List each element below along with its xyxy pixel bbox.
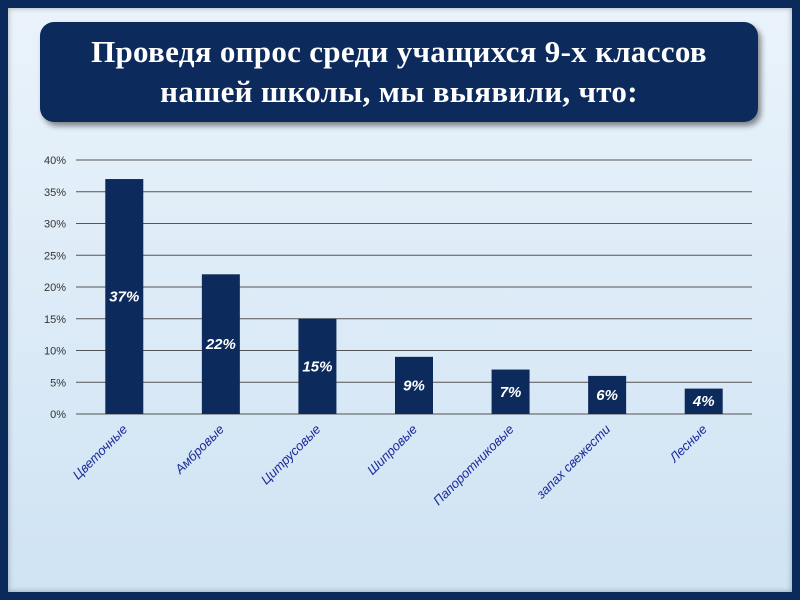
- slide-title: Проведя опрос среди учащихся 9-х классов…: [91, 34, 707, 109]
- x-axis: Цветочные Амбровые Цитрусовые Шипровые Папор…: [70, 422, 710, 509]
- y-tick-label: 15%: [44, 314, 66, 326]
- bar: [395, 356, 433, 414]
- bar: [684, 388, 723, 414]
- data-label: 4%: [692, 393, 715, 410]
- data-label: 22%: [205, 336, 236, 353]
- y-axis: 0% 5% 10% 15% 20% 25% 30% 35% 40%: [44, 155, 66, 421]
- bars: [105, 179, 723, 414]
- y-tick-label: 20%: [44, 282, 66, 294]
- x-category-label: Шипровые: [364, 422, 420, 478]
- x-category-label: запах свежести: [533, 422, 614, 503]
- bar: [105, 179, 144, 414]
- x-category-label: Папоротниковые: [430, 422, 517, 509]
- y-tick-label: 25%: [44, 250, 66, 262]
- y-tick-label: 10%: [44, 346, 66, 358]
- y-tick-label: 5%: [50, 377, 66, 389]
- data-label: 6%: [596, 387, 618, 404]
- data-label: 7%: [500, 384, 522, 401]
- y-tick-label: 0%: [50, 409, 66, 421]
- x-category-label: Амбровые: [171, 422, 227, 478]
- x-category-label: Цветочные: [70, 422, 131, 483]
- data-labels: 37% 22% 15% 9% 7% 6% 4%: [109, 289, 714, 410]
- x-category-label: Лесные: [666, 422, 710, 466]
- y-tick-label: 30%: [44, 219, 66, 231]
- bar: [298, 318, 337, 414]
- title-banner: Проведя опрос среди учащихся 9-х классов…: [40, 22, 758, 122]
- data-label: 15%: [302, 358, 332, 375]
- y-tick-label: 40%: [44, 155, 66, 167]
- y-tick-label: 35%: [44, 187, 66, 199]
- bar: [201, 274, 240, 414]
- bar: [588, 375, 627, 414]
- x-category-label: Цитрусовые: [258, 422, 324, 488]
- data-label: 37%: [109, 289, 139, 306]
- data-label: 9%: [403, 377, 425, 394]
- bar: [491, 369, 530, 414]
